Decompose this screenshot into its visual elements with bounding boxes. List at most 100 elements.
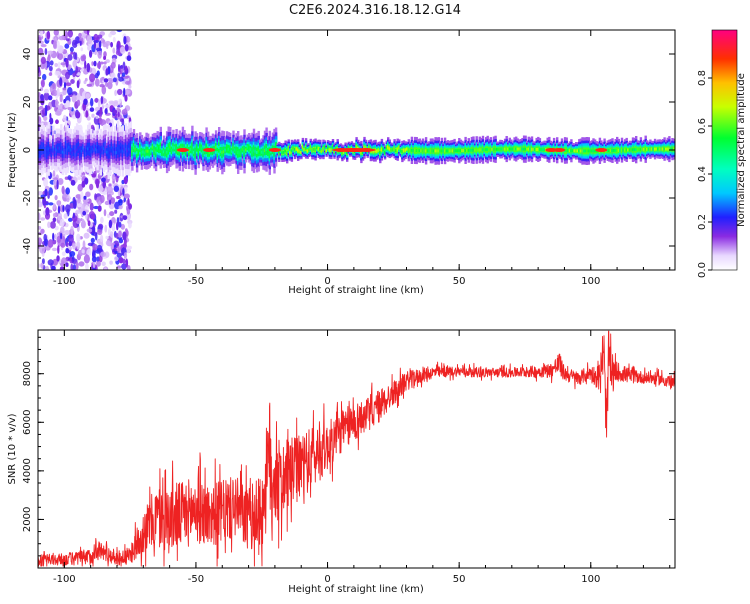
spectrogram-noise-streak (92, 226, 95, 234)
spectrogram-noise-cell (98, 224, 103, 230)
spectrogram-noise-cell (112, 48, 115, 54)
spectrogram-noise-cell (50, 221, 56, 229)
spectrogram-noise-streak (63, 99, 66, 103)
spectrogram-noise-cell (72, 40, 78, 48)
spectrogram-hot-spot (269, 148, 281, 152)
spectrogram-noise-cell (128, 222, 132, 229)
spectrogram-noise-streak (116, 222, 119, 231)
snr-y-tick-label: 4000 (22, 458, 33, 483)
spectrogram-noise-cell (106, 240, 111, 246)
spectrogram-noise-cell (76, 234, 80, 243)
spectrogram-noise-streak (123, 36, 126, 45)
colorbar-tick-label: 0.2 (697, 214, 708, 230)
spectrogram-noise-cell (119, 199, 123, 206)
spectrogram-y-axis-label: Frequency (Hz) (7, 112, 18, 188)
spectrogram-noise-streak (56, 255, 59, 261)
spectrogram-noise-streak (104, 78, 109, 82)
spectrogram-noise-cell (48, 202, 53, 205)
spectrogram-noise-cell (91, 238, 95, 243)
spectrogram-noise-streak (76, 111, 81, 118)
colorbar-ticks: 0.00.20.40.60.8 (697, 70, 712, 278)
spectrogram-noise-cell (124, 252, 127, 259)
spectrogram-noise-cell (90, 203, 94, 211)
spectrogram-noise-cell (99, 84, 105, 87)
spectrogram-noise-cell (124, 241, 127, 249)
spectrogram-noise-streak (82, 181, 86, 188)
spectrogram-noise-cell (41, 79, 45, 87)
spectrogram-noise-cell (81, 47, 84, 51)
spectrogram-noise-cell (95, 79, 100, 87)
spectrogram-noise-streak (83, 196, 86, 200)
spectrogram-noise-cell (104, 61, 107, 64)
spectrogram-noise-cell (68, 175, 72, 180)
spectrogram-noise-cell (79, 261, 85, 266)
spectrogram-noise-cell (41, 44, 47, 47)
spectrogram-noise-cell (69, 251, 75, 257)
spectrogram-noise-cell (91, 61, 93, 66)
spectrogram-noise-cell (45, 266, 49, 273)
spectrogram-noise-cell (96, 261, 101, 267)
spectrogram-noise-cell (87, 228, 93, 232)
spectrogram-noise-streak (125, 258, 128, 267)
spectrogram-noise-cell (48, 259, 54, 265)
spectrogram-noise-streak (118, 112, 120, 118)
spectrogram-noise-streak (105, 108, 108, 114)
spectrogram-hot-spot (177, 148, 189, 152)
spectrogram-noise-cell (116, 196, 121, 199)
spectrogram-noise-cell (70, 226, 74, 235)
spectrogram-noise-cell (53, 213, 57, 217)
spectrogram-noise-cell (97, 50, 102, 59)
spectrogram-noise-streak (45, 207, 49, 216)
spectrogram-noise-streak (122, 215, 127, 220)
spectrogram-noise-cell (57, 88, 60, 97)
spectrogram-noise-cell (84, 254, 90, 263)
spectrogram-y-tick-label: -20 (22, 190, 33, 206)
spectrogram-noise-streak (58, 205, 60, 213)
spectrogram-noise-streak (101, 96, 103, 104)
spectrogram-noise-cell (61, 62, 66, 65)
spectrogram-noise-streak (96, 179, 99, 189)
spectrogram-noise-cell (125, 81, 131, 85)
spectrogram-noise-streak (82, 211, 86, 216)
spectrogram-noise-cell (52, 248, 57, 251)
spectrogram-noise-cell (53, 40, 57, 48)
spectrogram-noise-cell (47, 51, 53, 55)
spectrogram-noise-cell (106, 44, 108, 50)
spectrogram-noise-cell (75, 66, 78, 74)
spectrogram-noise-cell (60, 227, 65, 234)
spectrogram-noise-cell (100, 235, 103, 243)
spectrogram-noise-cell (50, 60, 54, 65)
spectrogram-noise-cell (111, 197, 116, 204)
spectrogram-noise-cell (68, 30, 73, 38)
spectrogram-noise-cell (91, 214, 95, 220)
spectrogram-noise-cell (104, 105, 109, 108)
spectrogram-noise-streak (103, 56, 106, 60)
spectrogram-hot-spot (203, 148, 215, 152)
spectrogram-noise-streak (127, 198, 129, 206)
spectrogram-noise-streak (125, 66, 127, 72)
spectrogram-noise-cell (80, 191, 83, 200)
spectrogram-noise-cell (102, 262, 106, 267)
spectrogram-noise-cell (89, 184, 93, 191)
colorbar-tick-label: 0.0 (697, 262, 708, 278)
spectrogram-noise-cell (57, 41, 60, 50)
spectrogram-noise-streak (109, 200, 111, 205)
spectrogram-noise-streak (99, 40, 102, 48)
spectrogram-noise-cell (49, 72, 52, 76)
snr-plot-area (38, 331, 675, 566)
spectrogram-noise-cell (81, 67, 84, 72)
spectrogram-noise-streak (109, 220, 112, 229)
spectrogram-noise-cell (76, 241, 80, 249)
spectrogram-noise-streak (88, 220, 91, 226)
spectrogram-noise-cell (87, 35, 92, 44)
snr-y-tick-label: 8000 (22, 361, 33, 386)
spectrogram-noise-cell (54, 234, 57, 239)
spectrogram-noise-streak (52, 233, 54, 241)
spectrogram-hot-spot (361, 148, 373, 152)
spectrogram-x-tick-label: 50 (453, 276, 466, 287)
colorbar-tick-label: 0.8 (697, 70, 708, 86)
spectrogram-noise-cell (66, 100, 70, 107)
spectrogram-noise-cell (97, 229, 102, 235)
spectrogram-noise-cell (73, 52, 76, 60)
